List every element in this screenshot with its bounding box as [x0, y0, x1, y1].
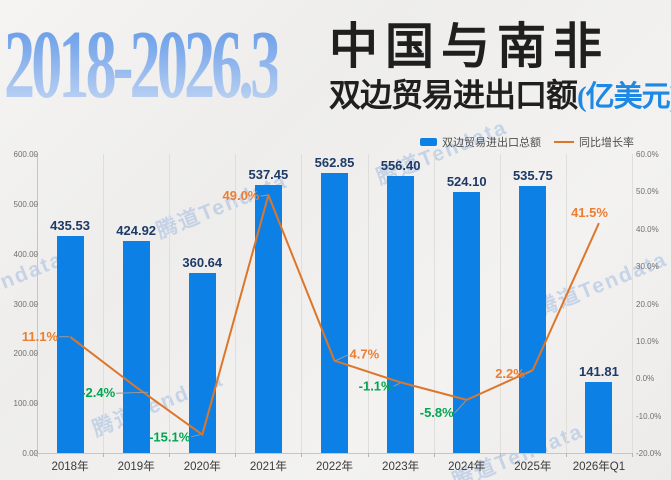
left-axis-tick — [33, 303, 37, 305]
x-axis-line — [37, 453, 632, 454]
y-axis-line — [37, 154, 38, 453]
gridline — [169, 154, 171, 453]
bar-value-label: 556.40 — [380, 157, 421, 173]
bar-2021年 — [254, 185, 282, 453]
bar-value-label: 360.64 — [182, 255, 223, 271]
bar-2025年 — [519, 186, 547, 453]
x-axis-tick — [632, 453, 633, 457]
x-axis-tick — [433, 453, 435, 457]
left-axis-tick-label: 0.00 — [22, 449, 38, 458]
legend-item-line[interactable]: 同比增长率 — [554, 134, 634, 150]
x-axis-tick — [103, 453, 105, 457]
right-axis-tick-label: 20.0% — [636, 299, 659, 309]
bar-value-label: 524.10 — [446, 173, 487, 189]
left-axis-tick — [33, 253, 37, 255]
bar-2023年 — [387, 175, 415, 453]
bar-2026年Q1 — [585, 382, 613, 453]
x-axis-label: 2020年 — [183, 461, 221, 473]
x-axis-tick — [301, 453, 303, 457]
chart-legend: 双边贸易进出口总额 同比增长率 — [420, 134, 634, 150]
gridline — [301, 154, 303, 453]
bar-value-label: 535.75 — [512, 168, 553, 184]
x-axis-label: 2023年 — [382, 461, 420, 473]
left-axis-tick-label: 100.00 — [13, 399, 38, 409]
left-axis-tick-label: 600.00 — [13, 150, 38, 159]
gridline — [103, 154, 105, 453]
line-series-swatch-icon — [554, 141, 574, 143]
title-block: 中国与南非 双边贸易进出口额(亿美元) — [329, 22, 671, 112]
legend-line-label: 同比增长率 — [579, 137, 634, 149]
bar-value-label: 424.92 — [116, 223, 157, 239]
right-axis-tick-label: -10.0% — [636, 411, 662, 421]
x-axis-label: 2025年 — [514, 461, 552, 473]
x-axis-label: 2026年Q1 — [572, 461, 626, 473]
bar-value-label: 435.53 — [50, 217, 90, 233]
title-year-range: 2018-2026.3 — [4, 11, 281, 118]
x-axis-tick — [367, 453, 369, 457]
gridline — [499, 154, 501, 453]
bar-value-label: 141.81 — [579, 364, 619, 380]
left-axis-tick — [33, 154, 37, 155]
x-axis-tick — [169, 453, 171, 457]
left-axis-tick — [33, 453, 37, 454]
right-axis-tick-label: 50.0% — [636, 187, 659, 197]
bar-2022年 — [321, 172, 348, 453]
left-axis-tick — [33, 353, 37, 355]
left-axis-tick-label: 300.00 — [13, 299, 38, 309]
bar-value-label: 562.85 — [314, 154, 355, 170]
left-axis-tick — [33, 203, 37, 205]
gridline — [235, 154, 237, 453]
left-axis-tick-label: 400.00 — [13, 249, 38, 259]
x-axis-label: 2021年 — [249, 461, 287, 473]
x-axis-tick — [565, 453, 567, 457]
left-axis-tick — [33, 403, 37, 405]
right-axis-tick-label: 40.0% — [636, 224, 659, 234]
gridline — [632, 154, 633, 453]
left-axis-tick-label: 200.00 — [13, 349, 38, 359]
page-subtitle: 双边贸易进出口额(亿美元) — [329, 79, 671, 112]
right-axis-tick-label: 10.0% — [636, 336, 659, 346]
left-axis-tick-label: 500.00 — [13, 199, 38, 209]
unit-label: (亿美元) — [577, 81, 671, 113]
x-axis-label: 2018年 — [51, 461, 89, 473]
x-axis-tick — [37, 453, 38, 457]
legend-item-bar[interactable]: 双边贸易进出口总额 — [420, 134, 541, 150]
x-axis-label: 2019年 — [117, 461, 155, 473]
right-axis-tick-label: 30.0% — [636, 262, 659, 272]
x-axis-label: 2024年 — [448, 461, 486, 473]
right-axis-tick-label: -20.0% — [636, 449, 662, 458]
bar-series-swatch-icon — [420, 138, 437, 146]
subtitle-text: 双边贸易进出口额 — [329, 77, 578, 113]
bar-2024年 — [453, 191, 481, 453]
gridline — [565, 154, 567, 453]
page-title: 中国与南非 — [329, 19, 610, 74]
bar-2020年 — [188, 273, 216, 453]
bar-2018年 — [56, 235, 84, 453]
gridline — [433, 154, 435, 453]
x-axis-tick — [235, 453, 237, 457]
legend-bar-label: 双边贸易进出口总额 — [442, 137, 541, 149]
bar-value-label: 537.45 — [248, 167, 289, 183]
x-axis-label: 2022年 — [315, 461, 354, 473]
x-axis-tick — [499, 453, 501, 457]
bar-2019年 — [122, 241, 150, 453]
right-axis-tick-label: 60.0% — [636, 150, 659, 159]
right-axis-tick-label: 0.0% — [636, 374, 655, 384]
gridline — [367, 154, 369, 453]
